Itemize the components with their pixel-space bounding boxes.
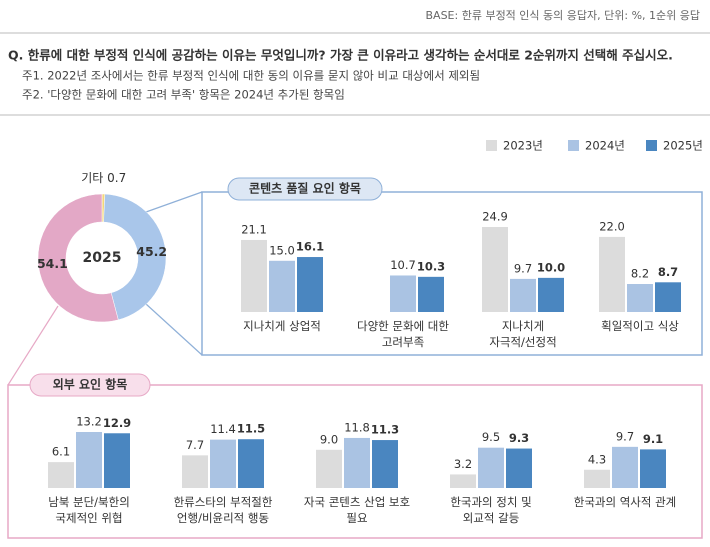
bar <box>344 437 370 488</box>
bar <box>478 447 504 488</box>
donut-slice <box>37 193 119 323</box>
value-label: 11.5 <box>237 422 265 436</box>
bar <box>238 439 264 488</box>
bar <box>269 260 295 312</box>
bar <box>210 439 236 488</box>
bar <box>538 277 564 312</box>
value-label: 6.1 <box>52 445 70 459</box>
slice-label: 기타 0.7 <box>81 171 126 185</box>
base-note: BASE: 한류 부정적 인식 동의 응답자, 단위: %, 1순위 응답 <box>426 9 701 22</box>
value-label: 10.3 <box>417 259 445 273</box>
value-label: 12.9 <box>103 416 131 430</box>
donut-slice <box>103 193 167 321</box>
connector <box>7 305 59 386</box>
category-label: 자국 콘텐츠 산업 보호 필요 <box>303 495 411 525</box>
bar <box>627 284 653 312</box>
bar <box>599 236 625 312</box>
value-label: 8.2 <box>631 267 649 281</box>
slice-value: 0.7 <box>107 171 126 185</box>
bar <box>390 275 416 312</box>
donut-center: 2025 <box>83 250 122 266</box>
bar <box>182 455 208 488</box>
value-label: 8.7 <box>658 265 678 279</box>
value-label: 9.0 <box>320 432 338 446</box>
category-label: 지나치게 자극적/선정적 <box>489 319 557 349</box>
panel-title: 콘텐츠 품질 요인 항목 <box>249 181 361 196</box>
value-label: 15.0 <box>269 243 295 257</box>
legend-label: 2023년 <box>503 139 543 153</box>
category-label: 한국과의 역사적 관계 <box>573 495 677 509</box>
bar <box>450 474 476 488</box>
value-label: 9.7 <box>514 261 532 275</box>
category-label: 획일적이고 식상 <box>601 319 679 333</box>
value-label: 21.1 <box>241 222 267 236</box>
note: 주2. '다양한 문화에 대한 고려 부족' 항목은 2024년 추가된 항목임 <box>22 88 345 102</box>
value-label: 11.8 <box>344 420 370 434</box>
slice-value: 45.2 <box>136 244 167 259</box>
panel-title-box <box>227 177 383 201</box>
bar <box>510 278 536 312</box>
value-label: 24.9 <box>482 210 508 224</box>
bar <box>418 276 444 312</box>
bar <box>372 440 398 488</box>
category-label: 한국과의 정치 및 외교적 갈등 <box>450 495 532 525</box>
value-label: 11.3 <box>371 423 399 437</box>
legend-swatch <box>568 140 579 151</box>
legend-label: 2025년 <box>663 139 703 153</box>
panel-title-box <box>29 373 151 397</box>
bar <box>640 449 666 488</box>
value-label: 3.2 <box>454 457 472 471</box>
bar <box>48 462 74 488</box>
question: Q. 한류에 대한 부정적 인식에 공감하는 이유는 무엇입니까? 가장 큰 이… <box>8 48 673 63</box>
value-label: 7.7 <box>186 438 204 452</box>
bar <box>241 239 267 312</box>
bar <box>316 449 342 488</box>
value-label: 22.0 <box>599 219 625 233</box>
legend-label: 2024년 <box>585 139 625 153</box>
value-label: 9.5 <box>482 430 500 444</box>
bar <box>655 282 681 312</box>
bar <box>104 433 130 488</box>
legend-swatch <box>646 140 657 151</box>
connector <box>145 191 203 213</box>
panel <box>201 191 703 356</box>
panel <box>7 384 703 539</box>
value-label: 16.1 <box>296 240 324 254</box>
value-label: 9.7 <box>616 429 634 443</box>
bar <box>297 257 323 312</box>
category-label: 다양한 문화에 대한 고려부족 <box>357 319 449 349</box>
category-label: 한류스타의 부적절한 언행/비윤리적 행동 <box>173 495 273 525</box>
value-label: 9.3 <box>509 431 529 445</box>
slice-value: 54.1 <box>37 256 68 271</box>
value-label: 4.3 <box>588 452 606 466</box>
value-label: 11.4 <box>210 422 236 436</box>
value-label: 13.2 <box>76 415 102 429</box>
bar <box>612 446 638 488</box>
legend-swatch <box>486 140 497 151</box>
bar <box>584 469 610 488</box>
connector <box>145 303 203 356</box>
value-label: 10.7 <box>390 258 416 272</box>
bar <box>506 448 532 488</box>
bar <box>482 227 508 312</box>
note: 주1. 2022년 조사에서는 한류 부정적 인식에 대한 동의 이유를 묻지 … <box>22 69 480 83</box>
bar <box>76 432 102 488</box>
value-label: 10.0 <box>537 260 565 274</box>
panel-title: 외부 요인 항목 <box>53 377 128 392</box>
category-label: 지나치게 상업적 <box>243 319 321 333</box>
value-label: 9.1 <box>643 432 663 446</box>
slice-name: 기타 <box>81 171 103 185</box>
category-label: 남북 분단/북한의 국제적인 위협 <box>48 495 130 525</box>
